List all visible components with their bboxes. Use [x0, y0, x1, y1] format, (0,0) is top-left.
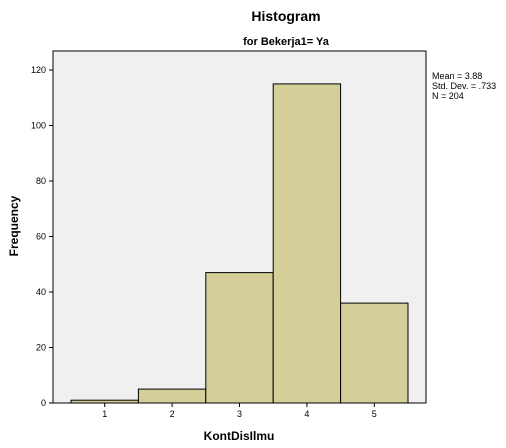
histogram-bar-2 [137, 388, 207, 404]
chart-title: Histogram [251, 8, 320, 24]
x-axis-label: KontDisIlmu [204, 429, 275, 443]
y-tick-label: 120 [31, 65, 46, 75]
stats-mean: Mean = 3.88 [432, 71, 482, 81]
histogram-bar-4 [272, 83, 342, 404]
stats-n: N = 204 [432, 91, 464, 101]
x-tick-label: 5 [372, 409, 377, 419]
bars-group [70, 83, 409, 404]
y-tick-label: 20 [36, 343, 46, 353]
x-tick-label: 4 [304, 409, 309, 419]
histogram-bar-1 [70, 399, 139, 404]
y-tick-label: 60 [36, 232, 46, 242]
stats-box: Mean = 3.88 Std. Dev. = .733 N = 204 [432, 71, 496, 101]
y-axis-label: Frequency [7, 195, 21, 256]
chart-subtitle: for Bekerja1= Ya [243, 36, 330, 48]
x-axis-ticks: 1 2 3 4 5 [102, 403, 377, 419]
y-tick-label: 100 [31, 121, 46, 131]
y-tick-label: 0 [41, 398, 46, 408]
x-tick-label: 2 [170, 409, 175, 419]
x-tick-label: 3 [237, 409, 242, 419]
histogram-bar-3 [205, 272, 274, 404]
histogram-bar-5 [340, 302, 409, 404]
y-axis-ticks: 0 20 40 60 80 100 120 [31, 65, 53, 408]
x-tick-label: 1 [102, 409, 107, 419]
y-tick-label: 40 [36, 287, 46, 297]
y-tick-label: 80 [36, 176, 46, 186]
stats-std-dev: Std. Dev. = .733 [432, 81, 496, 91]
